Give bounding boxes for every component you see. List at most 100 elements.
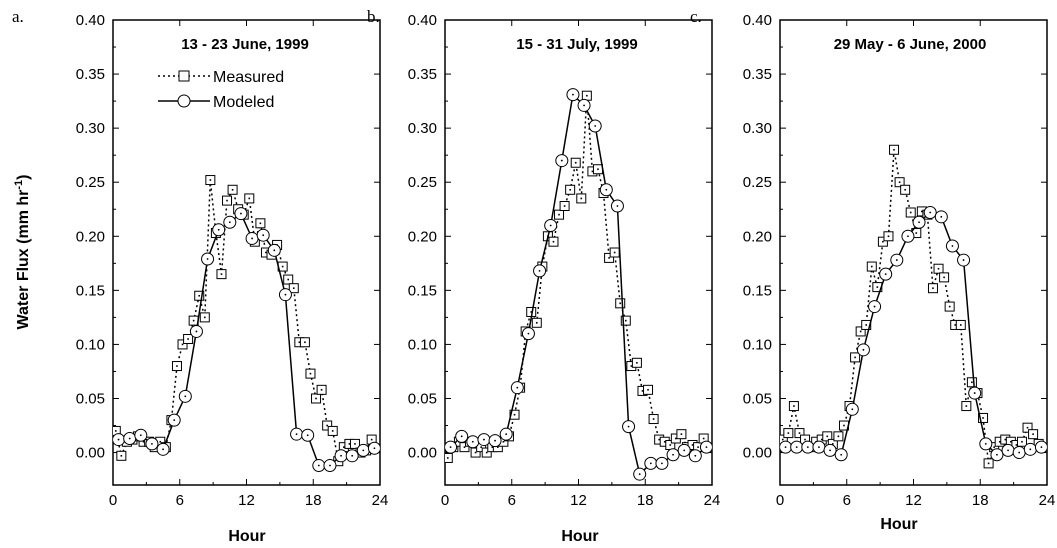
data-point-center: [558, 213, 560, 216]
series-line-modeled: [450, 93, 707, 476]
data-point-center: [560, 159, 563, 162]
data-point-center: [259, 222, 262, 225]
y-tick-label: 0.05: [743, 390, 772, 407]
data-point-center: [331, 430, 334, 432]
data-point-center: [624, 319, 627, 322]
data-point-center: [973, 392, 976, 394]
data-point-center: [120, 455, 123, 457]
data-point-center: [594, 125, 597, 127]
data-point-center: [574, 161, 577, 164]
data-point-center: [497, 446, 499, 448]
data-point-center: [904, 188, 906, 191]
data-point-center: [859, 330, 862, 333]
data-point-center: [162, 448, 164, 451]
data-point-center: [159, 440, 162, 443]
data-point-center: [373, 447, 376, 450]
data-point-center: [683, 449, 686, 452]
y-tick-label: 0.40: [743, 12, 772, 29]
data-point-center: [649, 462, 652, 465]
series-line-modeled: [785, 211, 1042, 456]
x-tick-label: 12: [238, 492, 255, 509]
panel-a: 0.00 0.05 0.10 0.15 0.20 0.25 0.30 0.35 0.40 0 6 12…: [12, 7, 388, 545]
data-point-center: [471, 440, 474, 443]
y-axis-title-superscript: -1: [13, 180, 25, 190]
data-point-center: [304, 341, 306, 344]
y-tick-label: 0.05: [408, 390, 437, 407]
legend-modeled-marker: [177, 94, 191, 108]
plot-area: [780, 144, 1047, 469]
data-point-center: [829, 449, 831, 452]
data-point-center: [362, 449, 365, 452]
data-point-center: [231, 188, 234, 191]
y-tick-label: 0.00: [76, 445, 105, 462]
data-point-center: [354, 443, 356, 445]
panel-letter: b.: [367, 7, 380, 26]
data-point-center: [315, 397, 317, 400]
data-point-center: [982, 417, 984, 419]
data-point-center: [898, 181, 901, 184]
data-point-center: [580, 197, 583, 200]
data-point-center: [795, 446, 798, 449]
y-tick-label: 0.35: [743, 66, 772, 83]
data-point-center: [480, 446, 482, 448]
data-point-center: [641, 390, 644, 392]
y-tick-label: 0.25: [76, 174, 105, 191]
y-tick-label: 0.10: [408, 336, 437, 353]
data-point-center: [647, 389, 649, 391]
data-point-center: [843, 424, 845, 427]
data-point-center: [987, 462, 990, 465]
data-point-center: [583, 104, 585, 107]
series-line-measured: [782, 149, 1040, 464]
data-point-center: [865, 324, 868, 326]
y-tick-label: 0.35: [408, 66, 437, 83]
data-point-center: [281, 265, 284, 268]
data-point-center: [348, 443, 351, 445]
data-point-center: [837, 435, 840, 438]
data-point-center: [948, 305, 951, 308]
data-point-center: [220, 273, 223, 275]
data-point-center: [826, 435, 829, 438]
series-line-measured: [115, 179, 373, 464]
data-point-center: [793, 405, 795, 407]
data-point-center: [959, 324, 962, 326]
data-point-center: [798, 432, 801, 434]
data-point-center: [675, 437, 677, 440]
data-point-center: [876, 286, 879, 288]
legend: Measured Modeled: [158, 69, 284, 111]
data-point-center: [343, 446, 345, 448]
data-point-center: [128, 437, 131, 440]
panel-letter: a.: [12, 7, 24, 26]
data-point-center: [1004, 438, 1007, 441]
data-point-center: [446, 457, 449, 459]
data-point-center: [287, 278, 290, 281]
data-point-center: [460, 435, 463, 438]
data-point-center: [832, 443, 834, 445]
x-axis-title: Hour: [228, 528, 265, 545]
data-point-center: [1032, 433, 1034, 435]
data-point-center: [652, 418, 655, 420]
y-tick-label: 0.15: [408, 282, 437, 299]
panel-title: 29 May - 6 June, 2000: [834, 36, 987, 53]
data-point-center: [320, 389, 323, 391]
data-point-center: [192, 319, 195, 322]
data-point-center: [262, 234, 265, 237]
data-point-center: [181, 343, 184, 346]
data-point-center: [549, 224, 552, 227]
data-point-center: [284, 293, 287, 296]
data-point-center: [658, 438, 660, 441]
y-tick-label: 0.25: [408, 174, 437, 191]
data-point-center: [309, 372, 312, 375]
x-tick-label: 0: [776, 492, 784, 509]
data-point-center: [240, 212, 242, 215]
data-point-center: [530, 311, 533, 313]
data-point-center: [505, 433, 508, 436]
x-tick-label: 24: [1039, 492, 1056, 509]
data-point-center: [463, 446, 466, 448]
data-point-center: [940, 215, 943, 218]
data-point-center: [597, 168, 599, 171]
data-point-center: [873, 305, 876, 308]
data-point-center: [203, 316, 206, 319]
data-point-center: [605, 188, 608, 191]
data-point-center: [680, 433, 683, 435]
